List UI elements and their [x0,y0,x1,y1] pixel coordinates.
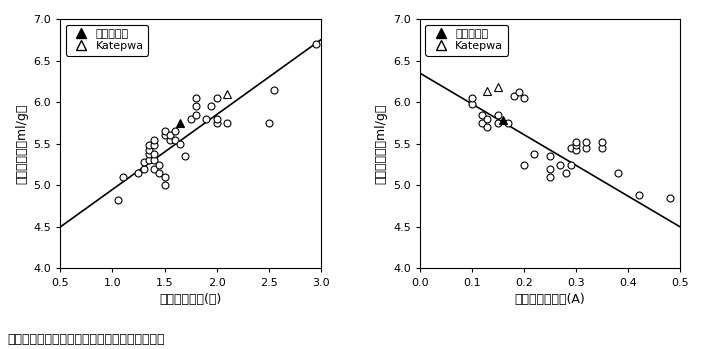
Text: 図２．パン比容積とミキシング特性値との関係: 図２．パン比容積とミキシング特性値との関係 [7,333,165,346]
Legend: ハルユタカ, Katepwa: ハルユタカ, Katepwa [66,24,149,56]
Legend: ハルユタカ, Katepwa: ハルユタカ, Katepwa [425,24,508,56]
Y-axis label: パン比容積（ml/g）: パン比容積（ml/g） [15,104,28,184]
Y-axis label: パン比容積（ml/g）: パン比容積（ml/g） [375,104,387,184]
X-axis label: ピークタイム(分): ピークタイム(分) [159,293,222,306]
X-axis label: ブレイクダウン(A): ブレイクダウン(A) [515,293,585,306]
